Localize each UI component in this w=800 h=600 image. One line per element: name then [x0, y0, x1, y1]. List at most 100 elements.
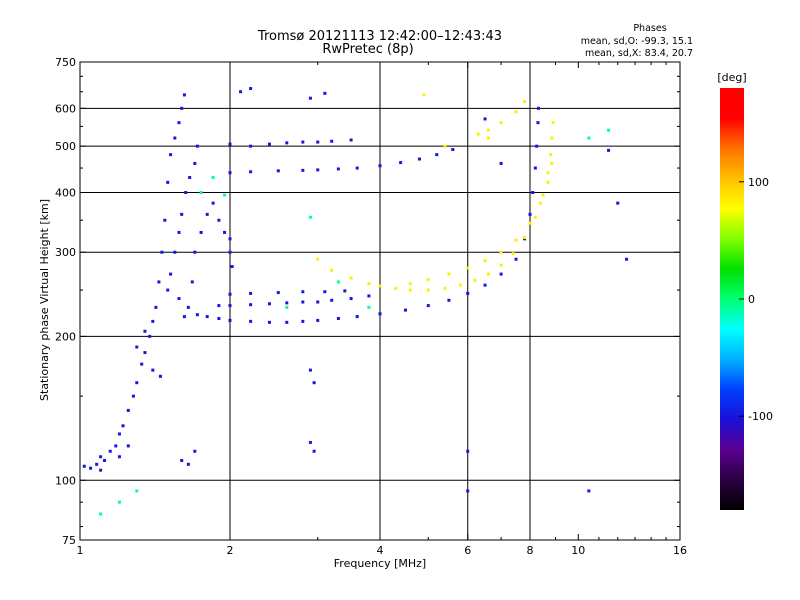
data-point-o	[483, 283, 487, 287]
data-point-o	[267, 320, 271, 324]
x-tick-label: 1	[77, 544, 84, 557]
data-point-x	[458, 283, 462, 287]
data-point-o	[180, 458, 184, 462]
data-point-o	[188, 175, 192, 179]
data-point-o	[249, 291, 253, 295]
data-point-x	[349, 276, 353, 280]
data-point-o	[483, 117, 487, 121]
data-point-x	[539, 201, 543, 205]
data-point-o	[143, 329, 147, 333]
data-point-o	[323, 91, 327, 95]
data-point-o	[312, 381, 316, 385]
x-tick-label: 10	[571, 544, 585, 557]
x-tick-label: 4	[377, 544, 384, 557]
data-point-o	[336, 316, 340, 320]
data-point-x	[514, 238, 518, 242]
data-point-x	[330, 268, 334, 272]
data-point-x	[550, 161, 554, 165]
data-point-x	[523, 100, 527, 104]
x-tick-label: 2	[227, 544, 234, 557]
data-point-o	[336, 167, 340, 171]
data-point-scatter	[135, 489, 139, 493]
data-point-scatter	[308, 215, 312, 219]
data-point-o	[186, 305, 190, 309]
data-point-x	[394, 286, 398, 290]
data-point-o	[163, 218, 167, 222]
colorbar-ticks: 100 0 -100	[739, 176, 773, 423]
data-point-o	[403, 308, 407, 312]
data-point-o	[169, 153, 173, 157]
data-point-o	[447, 298, 451, 302]
data-point-x	[523, 236, 527, 240]
data-point-o	[126, 408, 130, 412]
data-point-o	[135, 345, 139, 349]
data-point-o	[140, 362, 144, 366]
data-point-o	[157, 280, 161, 284]
data-point-o	[211, 201, 215, 205]
data-point-o	[193, 449, 197, 453]
data-point-o	[135, 381, 139, 385]
data-point-o	[267, 142, 271, 146]
data-point-o	[186, 462, 190, 466]
data-point-x	[408, 282, 412, 286]
data-point-o	[312, 449, 316, 453]
data-point-o	[228, 292, 232, 296]
data-point-o	[151, 368, 155, 372]
data-point-o	[239, 90, 243, 94]
data-point-o	[426, 304, 430, 308]
data-point-o	[173, 250, 177, 254]
data-point-scatter	[199, 190, 203, 194]
data-point-o	[301, 300, 305, 304]
data-point-o	[182, 315, 186, 319]
data-point-o	[276, 291, 280, 295]
data-point-x	[514, 110, 518, 114]
grid-lines	[80, 62, 680, 540]
data-point-x	[443, 286, 447, 290]
data-point-o	[330, 139, 334, 143]
data-point-o	[205, 315, 209, 319]
data-point-x	[546, 171, 550, 175]
data-point-o	[190, 280, 194, 284]
data-point-o	[466, 449, 470, 453]
data-point-o	[89, 466, 93, 470]
data-point-o	[160, 250, 164, 254]
colorbar-tick-label: 0	[748, 293, 755, 306]
data-points	[82, 87, 629, 516]
data-point-o	[535, 144, 539, 148]
data-point-o	[499, 161, 503, 165]
data-point-x	[367, 282, 371, 286]
data-point-o	[228, 304, 232, 308]
data-point-x	[422, 93, 426, 97]
phase-info-o: mean, sd,O: -99.3, 15.1	[581, 36, 693, 47]
data-point-o	[308, 96, 312, 100]
data-point-o	[177, 230, 181, 234]
data-point-scatter	[285, 305, 289, 309]
y-axis-ticks: 75 100 200 300 400 500 600 750	[55, 56, 680, 547]
data-point-o	[514, 257, 518, 261]
y-tick-label: 500	[55, 140, 76, 153]
data-point-o	[301, 168, 305, 172]
data-point-o	[223, 230, 227, 234]
data-point-o	[177, 121, 181, 125]
data-point-scatter	[223, 193, 227, 197]
chart-title: Tromsø 20121113 12:42:00–12:43:43	[257, 29, 502, 44]
data-point-o	[148, 334, 152, 338]
data-point-x	[550, 136, 554, 140]
data-point-o	[301, 319, 305, 323]
data-point-scatter	[336, 280, 340, 284]
data-point-o	[173, 136, 177, 140]
data-point-o	[230, 265, 234, 269]
data-point-o	[117, 432, 121, 436]
data-point-o	[323, 290, 327, 294]
data-point-o	[285, 141, 289, 145]
data-point-o	[114, 444, 118, 448]
data-point-x	[533, 215, 537, 219]
data-point-o	[528, 212, 532, 216]
data-point-o	[108, 449, 112, 453]
data-point-o	[276, 169, 280, 173]
data-point-x	[426, 278, 430, 282]
data-point-x	[486, 272, 490, 276]
data-point-o	[177, 297, 181, 301]
data-point-x	[483, 259, 487, 263]
